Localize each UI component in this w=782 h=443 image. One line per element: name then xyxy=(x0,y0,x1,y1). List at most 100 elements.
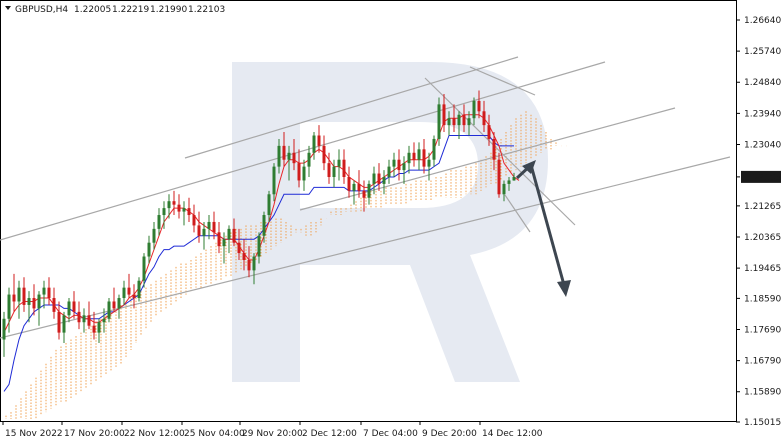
candle xyxy=(392,152,396,177)
candle xyxy=(222,232,226,264)
candle-body xyxy=(42,287,46,295)
candle xyxy=(37,291,41,326)
candle-body xyxy=(2,318,6,340)
candle-body xyxy=(117,298,121,309)
candle-body xyxy=(317,135,321,146)
candle-body xyxy=(407,152,411,164)
candle-body xyxy=(172,201,176,205)
candle-body xyxy=(417,149,421,160)
candle-body xyxy=(492,138,496,160)
candle xyxy=(132,284,136,309)
candle xyxy=(252,253,256,285)
candle-body xyxy=(292,152,296,164)
candle xyxy=(127,273,131,299)
candle-body xyxy=(257,235,261,257)
candle-body xyxy=(462,114,466,126)
candle xyxy=(92,311,96,340)
candle-body xyxy=(427,159,431,167)
candle-body xyxy=(277,145,281,167)
chart-header: GBPUSD,H4 1.22005 1.22219 1.21990 1.2210… xyxy=(5,5,225,15)
candle-body xyxy=(182,208,186,212)
candle xyxy=(497,152,501,198)
candle-body xyxy=(382,176,386,184)
candle xyxy=(292,138,296,171)
candle xyxy=(362,180,366,212)
candle xyxy=(47,277,51,305)
candle-body xyxy=(372,173,376,184)
candle-body xyxy=(47,287,51,299)
candle xyxy=(272,163,276,202)
close-value: 1.22103 xyxy=(188,5,225,15)
candle-body xyxy=(352,183,356,191)
collapse-triangle-icon[interactable] xyxy=(5,6,11,10)
candle-body xyxy=(57,311,61,333)
candle-body xyxy=(177,204,181,212)
candle xyxy=(467,111,471,136)
candle-body xyxy=(27,298,31,305)
candle xyxy=(182,201,186,226)
price-axis: 1.26640 1.25740 1.24840 1.23940 1.23040 1.221… xyxy=(736,16,781,428)
candle xyxy=(267,190,271,222)
candles xyxy=(2,90,516,357)
candle-body xyxy=(502,183,506,195)
candle-body xyxy=(272,166,276,195)
candle-body xyxy=(107,301,111,319)
candle-body xyxy=(112,301,116,309)
candle-body xyxy=(62,315,66,333)
candle-body xyxy=(507,180,511,184)
candle-body xyxy=(232,228,236,243)
candle-body xyxy=(467,118,471,126)
candle xyxy=(352,180,356,205)
candle xyxy=(387,159,391,184)
candle xyxy=(77,301,81,330)
candle-body xyxy=(157,215,161,229)
candle-body xyxy=(397,159,401,171)
candle-body xyxy=(97,322,101,333)
candle-body xyxy=(187,208,191,216)
candle xyxy=(57,301,61,340)
ichimoku-cloud xyxy=(5,111,557,420)
open-value: 1.22005 xyxy=(74,5,111,15)
channel-line xyxy=(0,156,731,339)
y-tick-label: 1.15890 xyxy=(744,388,781,398)
down-arrowhead-icon xyxy=(557,280,571,297)
candle xyxy=(322,135,326,171)
y-tick-label: 1.26640 xyxy=(744,16,781,26)
candle xyxy=(112,287,116,312)
x-tick-label: 15 Nov 2022 xyxy=(5,429,63,439)
candle xyxy=(302,159,306,191)
channel-line xyxy=(504,194,531,233)
candle xyxy=(397,149,401,181)
candle-body xyxy=(337,159,341,167)
candle-body xyxy=(7,294,11,319)
candle xyxy=(457,111,461,139)
candle xyxy=(257,232,261,264)
candle xyxy=(427,152,431,181)
candle xyxy=(72,291,76,319)
plot-frame xyxy=(0,0,737,422)
candle xyxy=(262,211,266,243)
current-price-tag xyxy=(741,170,781,183)
candle xyxy=(117,294,121,319)
candle-body xyxy=(227,228,231,240)
candle xyxy=(242,239,246,271)
candle-body xyxy=(142,256,146,281)
y-tick-label: 1.17690 xyxy=(744,325,781,335)
candle xyxy=(97,318,101,343)
candle xyxy=(212,211,216,240)
candle-body xyxy=(497,159,501,195)
candle xyxy=(367,180,371,205)
candle xyxy=(337,149,341,181)
candle xyxy=(187,197,191,222)
low-value: 1.21990 xyxy=(150,5,187,15)
candle xyxy=(87,301,91,330)
candle xyxy=(227,225,231,254)
candle xyxy=(507,176,511,191)
candle xyxy=(67,298,71,323)
y-tick-label: 1.19465 xyxy=(744,264,781,274)
candle xyxy=(432,135,436,167)
candle-body xyxy=(12,294,16,302)
x-tick-label: 9 Dec 20:00 xyxy=(422,429,477,439)
candle xyxy=(512,172,516,181)
